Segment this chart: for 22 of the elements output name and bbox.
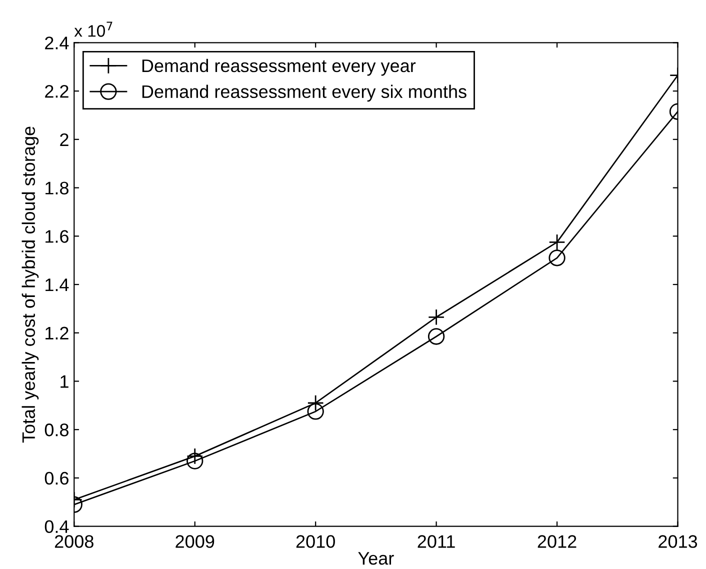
text: x 10$^{7}$ (74, 22, 112, 37)
y-tick-label: 0.8 (44, 424, 68, 436)
y-axis-title: Total yearly cost of hybrid cloud storage (22, 126, 39, 443)
y-tick-label: 1 (60, 375, 68, 388)
y-tick-label: 1.2 (46, 326, 68, 340)
legend-label: Demand reassessment every year (142, 58, 416, 76)
x-tick-label: 2009 (176, 535, 214, 548)
legend-label: Demand reassessment every six months (142, 84, 466, 102)
x-tick-label: 2013 (658, 535, 698, 548)
y-tick-label: 1.6 (46, 230, 68, 243)
x-tick-label: 2012 (538, 535, 576, 548)
y-tick-label: 0.4 (44, 520, 69, 534)
y-tick-label: 1.8 (46, 182, 68, 194)
y-tick-label: 2 (60, 133, 68, 146)
x-tick-label: 2008 (54, 535, 94, 548)
x-axis-title: Year (358, 552, 394, 565)
y-tick-label: 2.4 (45, 36, 69, 50)
y-tick-label: 1.4 (46, 278, 69, 292)
y-tick-label: 2.2 (45, 84, 68, 98)
x-tick-label: 2010 (296, 535, 335, 548)
x-tick-label: 2011 (418, 535, 455, 548)
y-tick-label: 0.6 (44, 472, 68, 485)
